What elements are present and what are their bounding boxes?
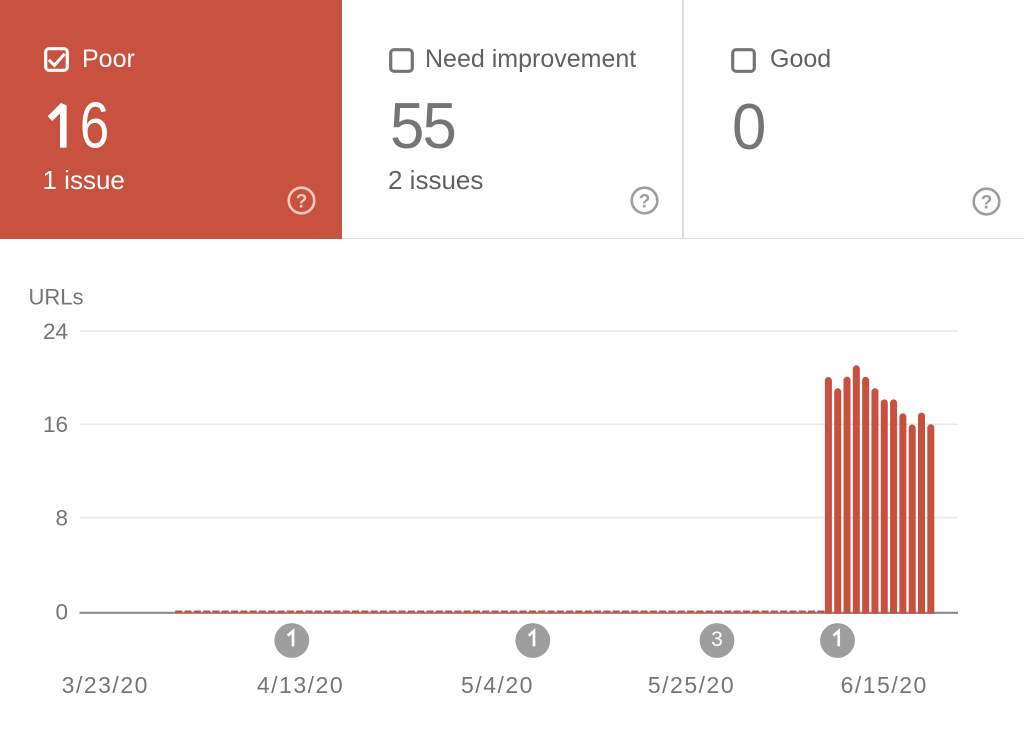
svg-text:?: ?: [296, 191, 308, 212]
svg-text:8: 8: [55, 506, 68, 531]
svg-text:0: 0: [55, 600, 68, 625]
svg-text:5/4/20: 5/4/20: [461, 672, 534, 698]
svg-text:3: 3: [711, 628, 723, 651]
svg-text:4/13/20: 4/13/20: [257, 672, 344, 698]
svg-text:6: 6: [80, 98, 110, 154]
svg-text:3/23/20: 3/23/20: [62, 672, 149, 698]
svg-text:?: ?: [639, 191, 651, 212]
svg-text:16: 16: [43, 412, 68, 437]
svg-text:5/25/20: 5/25/20: [648, 672, 735, 698]
svg-text:24: 24: [43, 319, 68, 344]
svg-text:6/15/20: 6/15/20: [841, 672, 928, 698]
svg-text:?: ?: [981, 192, 993, 213]
svg-text:URLs: URLs: [29, 285, 84, 310]
